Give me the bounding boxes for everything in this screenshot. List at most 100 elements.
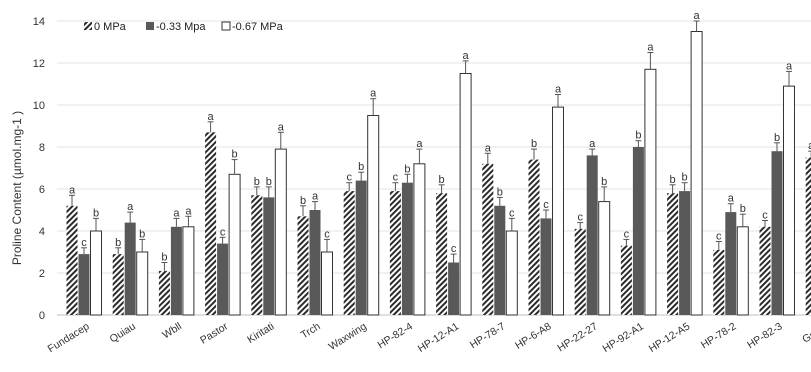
significance-label: a (416, 138, 423, 150)
x-tick-label: Kiritati (245, 320, 276, 346)
significance-label: c (324, 228, 330, 240)
x-tick-label: Waxwing (327, 320, 369, 353)
bar (494, 205, 506, 315)
significance-label: b (774, 132, 780, 144)
significance-label: a (463, 50, 470, 62)
bar (679, 191, 691, 315)
significance-label: c (762, 210, 768, 222)
significance-label: c (716, 231, 722, 243)
significance-label: b (232, 149, 238, 161)
significance-label: a (786, 60, 793, 72)
x-axis: Fundacep Quiau Wbll Pastor Kiritati Trch Waxwi… (46, 320, 811, 355)
y-tick-label: 14 (33, 16, 45, 28)
significance-label: b (531, 138, 537, 150)
significance-label: c (346, 172, 352, 184)
bar (667, 193, 679, 315)
bar (632, 147, 644, 315)
bar (343, 191, 355, 315)
bar (736, 226, 749, 316)
significance-label: c (543, 199, 549, 211)
significance-label: b (139, 228, 145, 240)
significance-label: c (624, 228, 630, 240)
bar (263, 197, 275, 315)
bar (112, 254, 124, 315)
bar (725, 212, 737, 315)
bar (205, 132, 217, 315)
bar (217, 243, 229, 315)
bar (505, 230, 518, 316)
significance-label: c (220, 226, 226, 238)
significance-label: c (509, 207, 515, 219)
significance-label: b (161, 252, 167, 264)
y-tick-label: 4 (39, 226, 45, 238)
significance-label: b (254, 176, 260, 188)
x-tick-label: Quiau (108, 320, 138, 345)
y-axis: 0 2 4 6 8 10 12 14 (33, 16, 45, 322)
bar (459, 73, 472, 316)
x-tick-label: HP-78-7 (468, 320, 508, 351)
legend-swatch (221, 21, 231, 31)
bar (90, 230, 102, 316)
bar (783, 85, 795, 316)
bar (78, 254, 90, 315)
bar (620, 245, 632, 315)
significance-label: b (358, 161, 364, 173)
bar (170, 226, 182, 315)
bar (297, 216, 309, 315)
significance-label: a (312, 191, 319, 203)
bar (552, 106, 564, 316)
x-tick-label: HP-82-4 (375, 320, 415, 351)
significance-label: c (393, 172, 399, 184)
significance-label: a (589, 138, 596, 150)
significance-label: b (635, 130, 641, 142)
y-tick-label: 10 (33, 100, 45, 112)
significance-label: b (300, 195, 306, 207)
significance-label: b (439, 174, 445, 186)
significance-label: b (404, 163, 410, 175)
legend-label: 0 MPa (94, 21, 127, 33)
bar (528, 159, 540, 315)
bar (448, 262, 460, 315)
x-tick-label: HP-22-27 (555, 320, 600, 354)
x-tick-label: HP-12-A5 (647, 320, 693, 355)
significance-label: a (208, 111, 215, 123)
bar (355, 180, 367, 315)
significance-label: c (577, 212, 583, 224)
bar (228, 173, 241, 316)
bar (401, 182, 413, 315)
significance-label: b (497, 186, 503, 198)
significance-label: a (728, 193, 735, 205)
bar (482, 163, 494, 315)
bar (274, 148, 287, 316)
significance-label: a (555, 84, 562, 96)
y-tick-label: 0 (39, 310, 45, 322)
bar (251, 195, 263, 315)
bar (136, 251, 149, 316)
bar (805, 157, 811, 315)
significance-label: b (670, 174, 676, 186)
x-tick-label: Fundacep (46, 320, 92, 355)
bar (124, 222, 136, 315)
significance-label: a (485, 142, 492, 154)
x-tick-label: Trch (299, 320, 323, 341)
significance-label: a (808, 140, 811, 152)
significance-label: b (266, 176, 272, 188)
significance-label: b (740, 203, 746, 215)
y-tick-label: 8 (39, 142, 45, 154)
bar (644, 68, 657, 316)
y-axis-label: Proline Content (µmol.mg-1 ) (10, 111, 24, 265)
significance-label: a (647, 42, 654, 54)
bar (389, 191, 401, 315)
x-tick-label: HP-78-2 (699, 320, 739, 351)
x-tick-label: HP-12-A1 (416, 320, 462, 355)
significance-label: a (127, 201, 134, 213)
significance-label: a (278, 121, 285, 133)
legend-swatch (84, 22, 92, 30)
x-tick-label: Pastor (198, 320, 231, 347)
x-tick-label: HP-92-A1 (601, 320, 647, 355)
bar (158, 270, 170, 315)
significance-label: a (694, 10, 701, 22)
legend: 0 MPa -0.33 Mpa -0.67 MPa (84, 21, 284, 33)
